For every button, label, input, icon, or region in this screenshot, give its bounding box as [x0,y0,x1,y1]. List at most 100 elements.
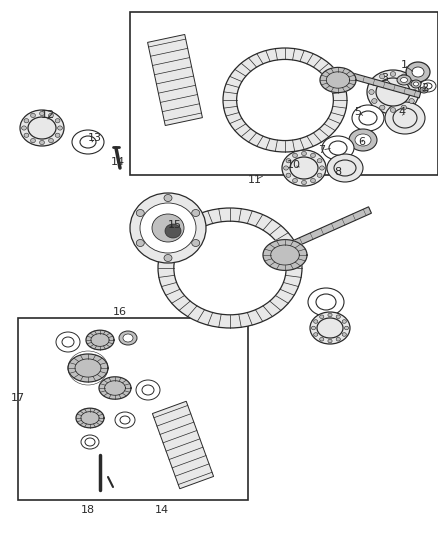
Ellipse shape [31,114,35,118]
Ellipse shape [165,224,181,238]
Ellipse shape [380,74,385,79]
Ellipse shape [355,134,371,146]
Ellipse shape [400,77,407,83]
Ellipse shape [293,154,297,158]
Ellipse shape [72,130,104,154]
Ellipse shape [39,140,44,144]
Ellipse shape [24,133,29,138]
Ellipse shape [317,318,343,338]
Ellipse shape [120,416,130,424]
Ellipse shape [136,209,144,216]
Ellipse shape [406,62,430,82]
Ellipse shape [142,385,154,395]
Text: 18: 18 [81,505,95,515]
Ellipse shape [372,80,377,85]
Ellipse shape [136,239,144,246]
Ellipse shape [401,105,406,110]
Ellipse shape [328,339,332,343]
Ellipse shape [390,71,396,76]
Polygon shape [152,401,214,489]
Text: 14: 14 [155,505,169,515]
Ellipse shape [411,80,421,88]
Ellipse shape [334,160,356,176]
Ellipse shape [420,80,436,92]
Ellipse shape [422,88,426,92]
Ellipse shape [320,166,325,170]
Ellipse shape [152,214,184,242]
Polygon shape [99,377,131,399]
Ellipse shape [316,294,336,310]
Text: 17: 17 [11,393,25,403]
Ellipse shape [329,141,347,155]
Ellipse shape [49,139,53,143]
Ellipse shape [158,208,302,328]
Ellipse shape [237,60,333,141]
Ellipse shape [302,151,307,156]
Ellipse shape [320,337,324,341]
Ellipse shape [20,110,64,146]
Text: 6: 6 [358,137,365,147]
Ellipse shape [349,129,377,151]
Polygon shape [283,207,371,251]
Ellipse shape [293,179,297,183]
Ellipse shape [140,203,196,253]
Ellipse shape [412,90,417,94]
Ellipse shape [376,78,410,106]
Ellipse shape [85,438,95,446]
Ellipse shape [119,331,137,345]
Ellipse shape [372,99,377,103]
Ellipse shape [123,334,133,342]
Ellipse shape [164,195,172,201]
Ellipse shape [424,83,432,89]
Ellipse shape [311,179,315,183]
Ellipse shape [336,315,340,319]
Ellipse shape [308,288,344,316]
Text: 16: 16 [113,307,127,317]
Ellipse shape [164,254,172,262]
Ellipse shape [311,326,316,330]
Ellipse shape [336,337,340,341]
Ellipse shape [397,75,411,85]
Text: 3: 3 [381,73,389,83]
Text: 10: 10 [287,160,301,170]
Bar [18,318,248,500]
Ellipse shape [28,117,56,139]
Text: 13: 13 [88,133,102,143]
Ellipse shape [344,326,349,330]
Text: 7: 7 [318,145,325,155]
Ellipse shape [192,239,200,246]
Polygon shape [76,408,104,428]
Ellipse shape [174,221,286,315]
Ellipse shape [317,173,322,177]
Ellipse shape [352,105,384,131]
Ellipse shape [320,315,324,319]
Ellipse shape [31,139,35,143]
Ellipse shape [311,154,315,158]
Polygon shape [86,330,114,350]
Polygon shape [320,67,356,93]
Text: 8: 8 [335,167,342,177]
Polygon shape [148,35,202,126]
Ellipse shape [290,157,318,179]
Ellipse shape [55,119,60,123]
Ellipse shape [314,320,318,324]
Ellipse shape [342,320,346,324]
Ellipse shape [380,105,385,110]
Ellipse shape [314,333,318,336]
Polygon shape [337,69,421,98]
Ellipse shape [412,67,424,77]
Ellipse shape [369,90,374,94]
Text: 15: 15 [168,220,182,230]
Ellipse shape [56,332,80,352]
Ellipse shape [80,136,96,148]
Ellipse shape [327,154,363,182]
Ellipse shape [385,102,425,134]
Text: 12: 12 [41,110,55,120]
Ellipse shape [21,126,26,130]
Polygon shape [68,354,108,382]
Text: 11: 11 [248,175,262,185]
Ellipse shape [130,193,206,263]
Ellipse shape [322,136,354,160]
Text: 1: 1 [400,60,407,70]
Polygon shape [263,240,307,270]
